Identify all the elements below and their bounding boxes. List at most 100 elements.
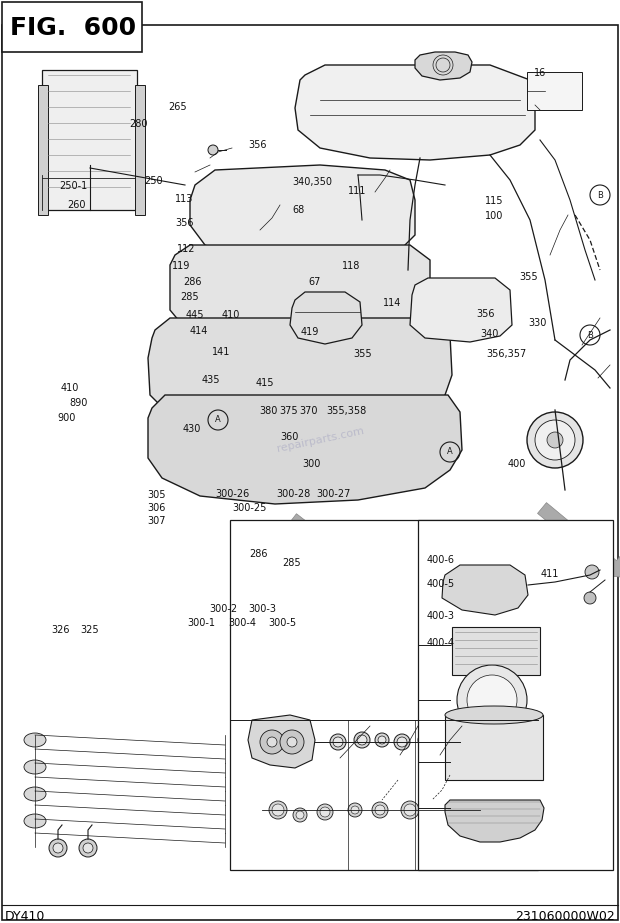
Circle shape — [547, 432, 563, 448]
Circle shape — [527, 412, 583, 468]
FancyArrow shape — [243, 514, 308, 594]
Circle shape — [378, 736, 386, 744]
Text: repairparts.com: repairparts.com — [275, 426, 365, 454]
Circle shape — [440, 732, 456, 748]
Circle shape — [394, 734, 410, 750]
Circle shape — [269, 801, 287, 819]
Circle shape — [585, 565, 599, 579]
Text: 356: 356 — [248, 140, 267, 150]
Text: 300: 300 — [303, 460, 321, 469]
Text: 285: 285 — [282, 558, 301, 568]
Text: FIG.  600: FIG. 600 — [10, 16, 136, 40]
Circle shape — [535, 420, 575, 460]
Circle shape — [317, 804, 333, 820]
Bar — [418, 520, 613, 870]
Circle shape — [83, 843, 93, 853]
Text: 100: 100 — [485, 211, 503, 221]
Text: 306: 306 — [148, 503, 166, 512]
Circle shape — [372, 802, 388, 818]
Text: 300-4: 300-4 — [228, 618, 256, 628]
Circle shape — [421, 736, 429, 744]
Polygon shape — [445, 800, 544, 842]
Circle shape — [79, 839, 97, 857]
Circle shape — [401, 801, 419, 819]
Polygon shape — [410, 278, 512, 342]
Text: 325: 325 — [81, 626, 99, 635]
Circle shape — [49, 839, 67, 857]
Text: 356,357: 356,357 — [487, 349, 527, 358]
Ellipse shape — [24, 814, 46, 828]
Polygon shape — [148, 318, 452, 438]
Circle shape — [280, 730, 304, 754]
FancyArrow shape — [538, 503, 620, 578]
Polygon shape — [248, 715, 315, 768]
Text: 445: 445 — [186, 310, 205, 319]
Polygon shape — [290, 292, 362, 344]
Text: B: B — [597, 190, 603, 199]
Text: 285: 285 — [180, 293, 198, 302]
Circle shape — [267, 737, 277, 747]
Text: 360: 360 — [280, 432, 299, 441]
Text: 375: 375 — [279, 406, 298, 415]
Bar — [527, 72, 582, 110]
Bar — [135, 85, 145, 215]
Text: B: B — [587, 330, 593, 340]
Circle shape — [287, 737, 297, 747]
Circle shape — [351, 806, 359, 814]
Circle shape — [208, 145, 218, 155]
Circle shape — [418, 733, 432, 747]
Text: 300-26: 300-26 — [216, 489, 250, 498]
Text: 250-1: 250-1 — [59, 182, 87, 191]
Circle shape — [397, 737, 407, 747]
Text: 68: 68 — [293, 205, 305, 214]
Bar — [42, 70, 137, 210]
Bar — [445, 715, 543, 780]
Text: 411: 411 — [541, 569, 559, 579]
Text: 330: 330 — [528, 318, 547, 328]
Text: 340,350: 340,350 — [293, 177, 333, 186]
Text: A: A — [447, 448, 453, 457]
Text: 16: 16 — [534, 68, 547, 78]
Text: 250: 250 — [144, 176, 162, 186]
Circle shape — [348, 803, 362, 817]
Text: 300-2: 300-2 — [210, 605, 237, 614]
Circle shape — [260, 730, 284, 754]
Text: 356: 356 — [476, 309, 495, 318]
Bar — [230, 520, 538, 870]
Circle shape — [584, 592, 596, 604]
Polygon shape — [295, 65, 535, 160]
Text: 286: 286 — [249, 549, 268, 558]
Text: 326: 326 — [51, 626, 69, 635]
Text: 400-3: 400-3 — [427, 611, 454, 620]
Text: 435: 435 — [202, 376, 220, 385]
Polygon shape — [415, 52, 472, 80]
Text: 231060000W02: 231060000W02 — [515, 909, 615, 922]
Text: 400-4: 400-4 — [427, 639, 454, 648]
Text: 300-25: 300-25 — [232, 503, 267, 512]
Text: 115: 115 — [485, 197, 503, 206]
Polygon shape — [190, 165, 415, 268]
Text: 265: 265 — [169, 102, 187, 112]
Text: DY410: DY410 — [5, 909, 45, 922]
Text: 355,358: 355,358 — [327, 406, 367, 415]
Polygon shape — [170, 245, 430, 348]
Circle shape — [433, 801, 447, 815]
Circle shape — [320, 807, 330, 817]
Text: 119: 119 — [172, 261, 191, 270]
Ellipse shape — [24, 787, 46, 801]
Text: 380: 380 — [259, 406, 278, 415]
Text: 340: 340 — [480, 330, 499, 339]
Circle shape — [443, 735, 453, 745]
Text: 141: 141 — [212, 347, 231, 356]
Circle shape — [375, 805, 385, 815]
Text: 300-28: 300-28 — [276, 489, 310, 498]
Text: 355: 355 — [520, 272, 538, 282]
Text: 307: 307 — [148, 516, 166, 525]
Circle shape — [333, 737, 343, 747]
Circle shape — [457, 665, 527, 735]
Circle shape — [330, 734, 346, 750]
Text: 260: 260 — [67, 200, 86, 210]
Text: 111: 111 — [348, 186, 367, 196]
Text: 300-5: 300-5 — [268, 618, 296, 628]
Text: 114: 114 — [383, 298, 402, 307]
